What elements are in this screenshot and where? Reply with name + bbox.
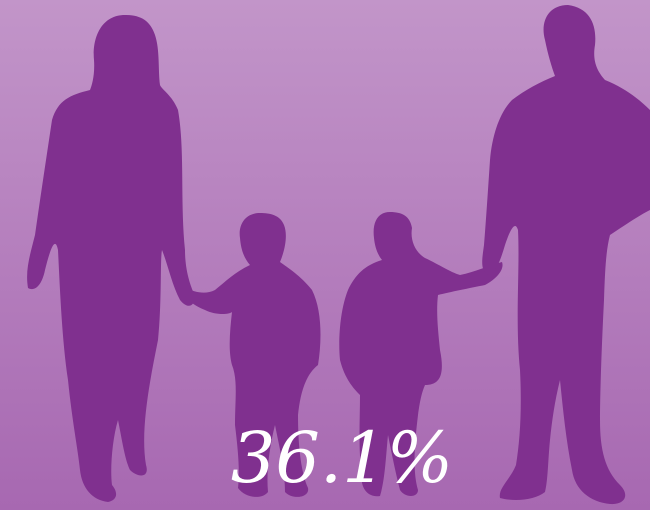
infographic: 36.1% — [0, 0, 650, 510]
statistic-value: 36.1% — [231, 417, 453, 499]
